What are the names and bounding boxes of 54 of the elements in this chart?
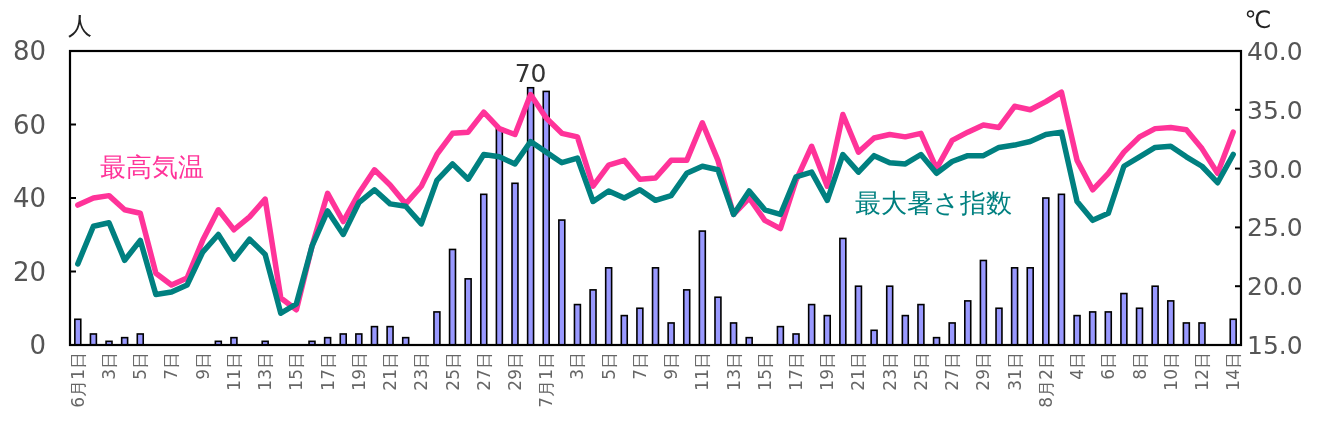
series-label: 最大暑さ指数 xyxy=(855,188,1012,218)
x-tick-label: 8月2日 xyxy=(1035,352,1056,408)
y-tick-label: 40 xyxy=(12,183,46,213)
x-tick-label: 29日 xyxy=(504,352,525,391)
x-tick-label: 13日 xyxy=(255,352,276,391)
x-tick-label: 4日 xyxy=(1067,352,1088,380)
x-tick-label: 8日 xyxy=(1129,352,1150,380)
data-label: 70 xyxy=(514,58,547,88)
x-tick-label: 11日 xyxy=(223,352,244,391)
x-tick-label: 25日 xyxy=(442,352,463,391)
x-tick-label: 21日 xyxy=(380,352,401,391)
x-tick-label: 6日 xyxy=(1098,352,1119,380)
x-tick-label: 15日 xyxy=(754,352,775,391)
y2-tick-label: 30.0 xyxy=(1247,154,1303,184)
x-tick-label: 9日 xyxy=(661,352,682,380)
x-tick-label: 9日 xyxy=(192,352,213,380)
x-tick-label: 7月1日 xyxy=(536,352,557,408)
x-tick-label: 10日 xyxy=(1160,352,1181,391)
x-tick-label: 5日 xyxy=(130,352,151,380)
x-tick-label: 17日 xyxy=(317,352,338,391)
x-tick-label: 12日 xyxy=(1191,352,1212,391)
x-tick-label: 13日 xyxy=(723,352,744,391)
x-tick-label: 31日 xyxy=(1004,352,1025,391)
y-tick-label: 60 xyxy=(12,109,46,140)
x-tick-label: 19日 xyxy=(817,352,838,391)
y-tick-label: 80 xyxy=(12,36,46,66)
x-tick-label: 27日 xyxy=(942,352,963,391)
y2-tick-label: 15.0 xyxy=(1247,331,1303,360)
x-tick-label: 23日 xyxy=(879,352,900,391)
x-tick-label: 21日 xyxy=(848,352,869,391)
y2-tick-label: 20.0 xyxy=(1247,272,1303,302)
x-tick-label: 11日 xyxy=(692,352,713,391)
x-tick-label: 15日 xyxy=(286,352,307,391)
x-tick-label: 6月1日 xyxy=(67,352,88,408)
x-tick-label: 17日 xyxy=(786,352,807,391)
series-label: 最高気温 xyxy=(100,152,204,182)
y-axis-title: 人 xyxy=(68,12,92,40)
x-tick-label: 19日 xyxy=(348,352,369,391)
x-tick-label: 14日 xyxy=(1223,352,1244,391)
x-tick-label: 3日 xyxy=(567,352,588,380)
y2-tick-label: 25.0 xyxy=(1247,213,1303,243)
x-tick-label: 27日 xyxy=(473,352,494,391)
x-tick-label: 29日 xyxy=(973,352,994,391)
y-tick-label: 0 xyxy=(29,330,46,360)
x-tick-label: 3日 xyxy=(99,352,120,380)
y2-tick-label: 40.0 xyxy=(1247,37,1303,66)
x-tick-label: 7日 xyxy=(161,352,182,380)
x-tick-label: 5日 xyxy=(598,352,619,380)
x-tick-label: 7日 xyxy=(629,352,650,380)
y2-axis-title: ℃ xyxy=(1244,6,1272,34)
x-tick-label: 25日 xyxy=(910,352,931,391)
x-tick-label: 23日 xyxy=(411,352,432,391)
y-tick-label: 20 xyxy=(12,256,46,287)
y2-tick-label: 35.0 xyxy=(1247,95,1303,125)
